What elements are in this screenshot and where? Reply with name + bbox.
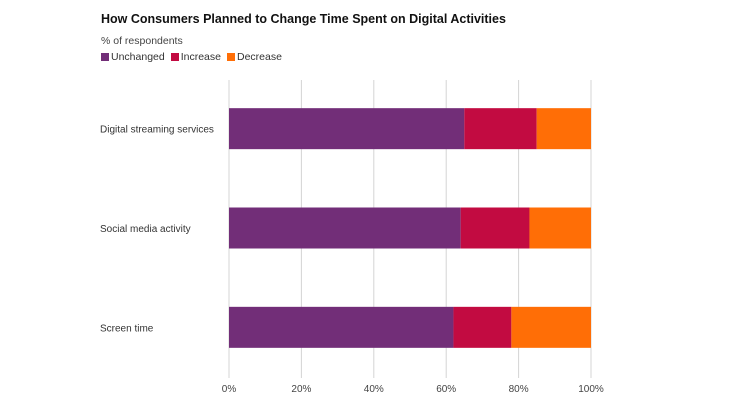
category-label-screen-time: Screen time (100, 323, 154, 334)
chart-subtitle: % of respondents (101, 35, 183, 47)
bar-screen-time-unchanged (229, 306, 454, 348)
x-tick-label: 20% (291, 384, 311, 395)
bar-screen-time-decrease (511, 306, 591, 348)
bar-social-media-activity-decrease (529, 207, 591, 249)
bar-digital-streaming-services-unchanged (229, 108, 465, 150)
bar-screen-time-increase (453, 306, 512, 348)
category-label-social-media-activity: Social media activity (100, 224, 191, 235)
chart-legend: Unchanged Increase Decrease (101, 51, 288, 63)
x-tick-label: 80% (509, 384, 529, 395)
category-label-digital-streaming-services: Digital streaming services (100, 125, 214, 136)
bar-social-media-activity-increase (460, 207, 530, 249)
x-tick-label: 100% (578, 384, 604, 395)
legend-item-increase: Increase (170, 51, 221, 63)
legend-swatch-decrease (227, 53, 235, 61)
legend-label-unchanged: Unchanged (111, 51, 165, 63)
x-tick-label: 40% (364, 384, 384, 395)
legend-swatch-increase (170, 53, 179, 61)
chart-title: How Consumers Planned to Change Time Spe… (101, 12, 506, 26)
legend-swatch-unchanged (101, 53, 109, 61)
legend-label-decrease: Decrease (237, 51, 282, 63)
x-tick-label: 60% (436, 384, 456, 395)
bar-digital-streaming-services-decrease (536, 108, 591, 150)
legend-item-unchanged: Unchanged (101, 51, 165, 63)
x-tick-label: 0% (222, 384, 237, 395)
bar-social-media-activity-unchanged (229, 207, 461, 249)
legend-label-increase: Increase (180, 51, 221, 63)
bar-digital-streaming-services-increase (464, 108, 537, 150)
legend-item-decrease: Decrease (227, 51, 282, 63)
